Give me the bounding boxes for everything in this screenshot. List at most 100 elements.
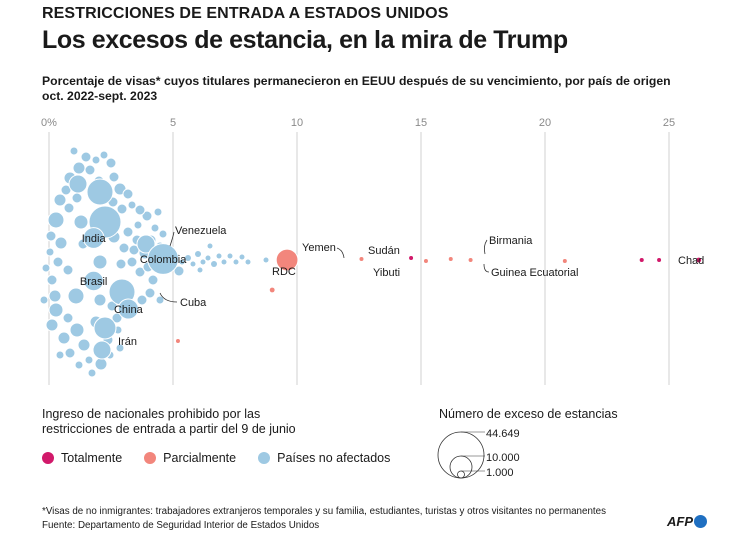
- bubble-label: Venezuela: [175, 225, 227, 237]
- bubble-total: [409, 256, 414, 260]
- minor-bubble: [55, 350, 65, 360]
- minor-bubble: [122, 188, 134, 200]
- minor-bubble: [127, 200, 137, 210]
- minor-bubble: [94, 357, 108, 371]
- minor-bubble: [86, 178, 114, 206]
- size-circle-medium: [449, 455, 473, 479]
- legend-swatch-none: [258, 452, 271, 464]
- minor-bubble: [48, 302, 64, 318]
- afp-logo: AFP: [667, 514, 707, 529]
- afp-logo-dot: [694, 515, 707, 528]
- minor-bubble: [62, 264, 74, 276]
- minor-bubble: [91, 155, 101, 165]
- minor-bubble: [41, 263, 51, 273]
- afp-logo-text: AFP: [667, 514, 693, 529]
- chart-kicker: RESTRICCIONES DE ENTRADA A ESTADOS UNIDO…: [42, 5, 449, 22]
- size-circle-small: [457, 470, 465, 479]
- bubble-partial: [359, 257, 364, 261]
- x-tick-label: 10: [291, 117, 303, 129]
- bubble-yemen: [639, 257, 644, 263]
- label-leader: [159, 292, 178, 303]
- minor-bubble: [84, 355, 94, 365]
- bubble-label: Yemen: [302, 242, 336, 254]
- minor-bubble: [47, 211, 65, 229]
- minor-bubble: [126, 256, 138, 268]
- x-tick-labels: 0%5101520253035404550: [41, 117, 675, 129]
- size-value-large: 44.649: [486, 428, 520, 440]
- minor-bubble: [57, 331, 71, 345]
- bubble-china: [117, 298, 139, 320]
- bubble-rdc: [562, 259, 567, 263]
- status-legend: Totalmente Parcialmente Países no afecta…: [42, 451, 412, 465]
- status-legend-title: Ingreso de nacionales prohibido por las …: [42, 407, 296, 437]
- legend-label-partial: Parcialmente: [163, 451, 237, 465]
- minor-bubble: [221, 259, 227, 265]
- minor-bubble: [134, 204, 146, 216]
- minor-bubble: [200, 259, 206, 265]
- minor-bubble: [116, 203, 128, 215]
- minor-bubble: [239, 254, 245, 260]
- minor-bubble: [122, 226, 134, 238]
- bubble-venezuela: [275, 248, 299, 272]
- bubble-label: Irán: [118, 336, 137, 348]
- x-gridlines: [48, 132, 670, 385]
- minor-bubble: [45, 318, 59, 332]
- minor-bubble: [80, 151, 92, 163]
- minor-bubble: [99, 150, 109, 160]
- minor-bubble: [54, 236, 68, 250]
- minor-bubble: [45, 230, 57, 242]
- label-leader: [169, 231, 175, 247]
- legend-swatch-total: [42, 452, 54, 464]
- legend-swatch-partial: [144, 452, 157, 464]
- size-legend-title: Número de exceso de estancias: [439, 407, 618, 421]
- bubble-label: Yibuti: [373, 267, 400, 279]
- minor-bubble: [227, 253, 233, 259]
- legend-item-total: Totalmente: [42, 451, 122, 465]
- minor-bubble: [133, 220, 143, 230]
- minor-bubble: [216, 253, 222, 259]
- minor-bubble: [190, 261, 196, 267]
- minor-bubble: [197, 267, 203, 273]
- minor-bubble: [108, 171, 120, 183]
- label-leader: [483, 239, 488, 255]
- legend-item-none: Países no afectados: [258, 451, 390, 465]
- bubble-yibuti: [657, 258, 662, 262]
- minor-bubble: [185, 255, 191, 261]
- minor-bubble: [92, 254, 108, 270]
- bubble-colombia: [147, 243, 179, 275]
- minor-bubble: [45, 247, 55, 257]
- bubble-label: Brasil: [80, 276, 108, 288]
- minor-bubble: [115, 343, 125, 353]
- minor-bubble: [245, 259, 251, 265]
- bubble-irán: [175, 339, 180, 343]
- bubble-label: Guinea Ecuatorial: [491, 267, 578, 279]
- bubble-label: Colombia: [140, 254, 187, 266]
- minor-bubble: [111, 312, 123, 324]
- minor-bubble: [92, 340, 112, 360]
- bubble-partial: [423, 259, 428, 263]
- minor-bubble: [195, 251, 201, 257]
- subtitle-line-2: oct. 2022-sept. 2023: [42, 89, 158, 103]
- legend-label-total: Totalmente: [61, 451, 123, 465]
- status-legend-title-line-2: restricciones de entrada a partir del 9 …: [42, 422, 296, 436]
- minor-bubble: [179, 259, 185, 265]
- x-tick-label: 20: [539, 117, 551, 129]
- bubble-label: Sudán: [368, 245, 400, 257]
- bubble-brasil: [83, 270, 104, 292]
- label-leader: [336, 247, 345, 259]
- minor-bubble: [48, 289, 62, 303]
- minor-bubble: [93, 316, 117, 340]
- bubble-label: India: [82, 233, 107, 245]
- minor-bubble: [155, 295, 165, 305]
- minor-bubble: [136, 294, 148, 306]
- footnote-note: *Visas de no inmigrantes: trabajadores e…: [42, 506, 606, 517]
- minor-bubble: [52, 256, 64, 268]
- minor-bubble: [87, 368, 97, 378]
- bubble-partial: [468, 258, 473, 262]
- minor-bubble: [136, 234, 156, 254]
- minor-bubble: [263, 257, 269, 263]
- minor-bubble: [118, 242, 130, 254]
- minor-bubble: [134, 266, 146, 278]
- bubble-partial: [448, 257, 453, 261]
